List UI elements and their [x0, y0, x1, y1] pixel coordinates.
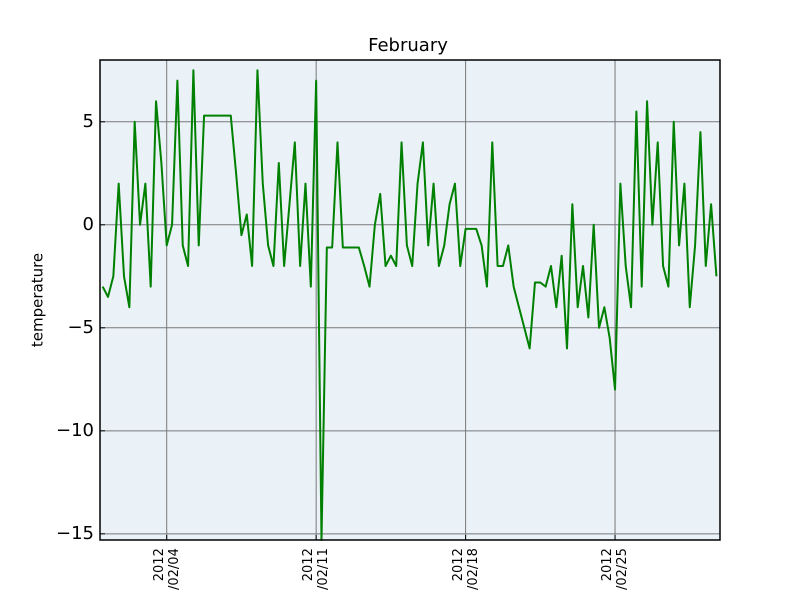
chart-title: February	[368, 35, 448, 56]
plot-frame	[99, 59, 721, 541]
plot-background	[100, 60, 720, 540]
x-tick-label: 2012 /02/04	[151, 548, 182, 590]
x-tick-label: 2012 /02/18	[450, 548, 481, 590]
y-axis-label: temperature	[29, 253, 47, 347]
y-tick-label: 5	[83, 111, 94, 132]
data-line	[101, 69, 718, 541]
y-tick-label: 0	[83, 214, 94, 235]
x-tick-label: 2012 /02/11	[301, 548, 332, 590]
y-tick-label: −15	[56, 523, 94, 544]
y-tick-label: −10	[56, 420, 94, 441]
x-tick-label: 2012 /02/25	[600, 548, 631, 590]
y-tick-label: −5	[67, 317, 94, 338]
